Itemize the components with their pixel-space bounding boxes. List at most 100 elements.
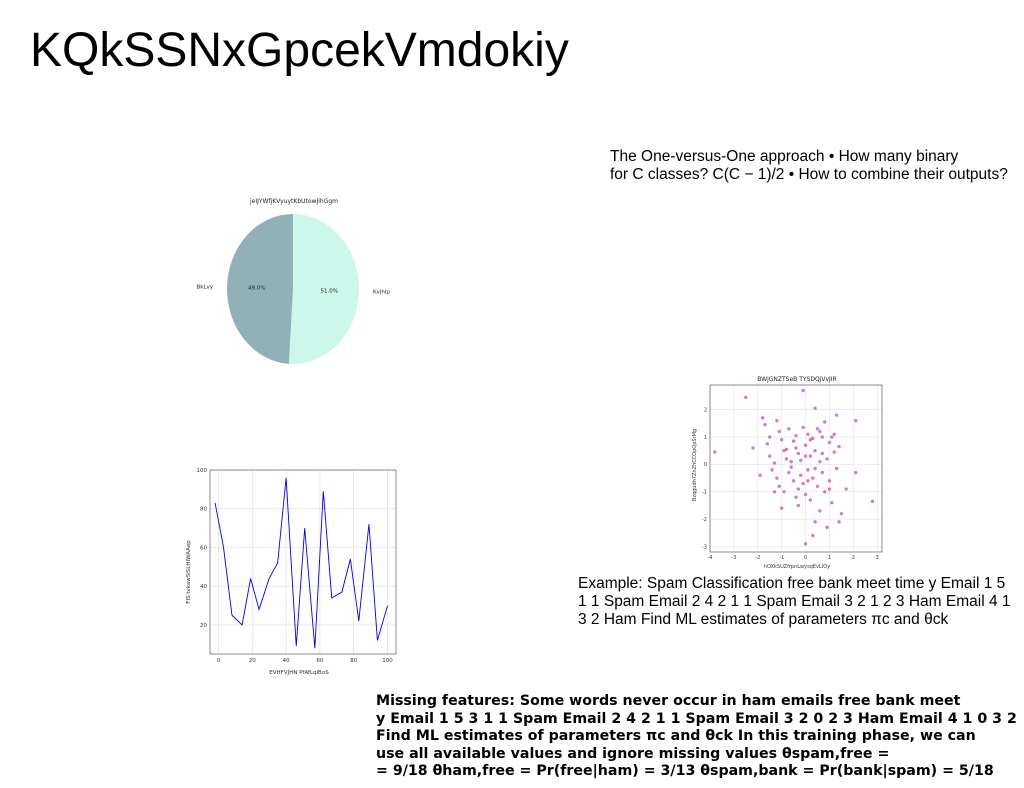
scatter-point [782,490,786,494]
scatter-point [818,509,822,513]
scatter-point [827,440,832,445]
x-tick-label: 1 [828,555,831,561]
text-line: The One-versus-One approach • How many b… [610,148,959,165]
pie-chart: jeIJYWfjKVyuytKbUtowJihGgm 51.0% Kvjhlp 49… [196,198,390,364]
scatter-point [870,499,875,504]
y-tick-label: -2 [702,517,707,523]
text-line: use all available values and ignore miss… [376,745,890,762]
scatter-point [834,413,839,417]
text-line: 3 2 Ham Find ML estimates of parameters … [578,611,949,628]
y-tick-label: 40 [200,584,207,590]
x-tick-label: 20 [249,658,256,664]
scatter-point [844,487,848,491]
scatter-chart: BWjGNZTSeB TYSDQjVvJIR -4 -3 -2 -1 0 1 2 3-3-2-… [692,376,883,570]
plot-frame [709,384,883,553]
text-block-missing-features: Missing features: Some words never occur… [376,693,1017,781]
scatter-point [796,487,801,491]
scatter-point [825,457,829,461]
x-tick-label: 3 [876,555,879,561]
x-tick-label: 2 [852,555,855,561]
x-tick-label: -2 [755,555,760,561]
scatter-point [813,449,817,453]
scatter-point [779,438,784,442]
scatter-point [806,479,810,483]
scatter-point [827,479,832,483]
scatter-point [796,503,801,508]
scatter-point [758,473,762,478]
pie-pct-label: 51.0% [321,288,338,294]
scatter-point [820,451,824,456]
scatter-y-label: Bzqgudh7ZhZhCCOpQpSrMg [692,429,698,501]
scatter-point [854,418,858,423]
text-line: Example: Spam Classification free bank m… [578,575,1006,592]
pie-slice-label: BkLvy [196,285,213,291]
pie-chart-title: jeIJYWfjKVyuytKbUtowJihGgm [249,198,338,205]
scatter-x-label: hOXkSUZfrpnLwysqEvLIOy [764,564,830,570]
text-line: Missing features: Some words never occur… [376,693,961,709]
scatter-point [787,470,791,475]
text-line: = 9/18 θham,free = Pr(free|ham) = 3/13 θ… [376,763,994,779]
scatter-point [806,432,810,436]
scatter-point [794,495,798,499]
scatter-point [779,506,784,510]
scatter-point [830,435,834,439]
scatter-point [854,470,858,475]
scatter-point [744,395,748,400]
x-tick-label: -3 [731,555,736,561]
scatter-point [820,470,824,475]
scatter-point [794,433,798,438]
y-tick-label: 100 [197,468,208,474]
scatter-point [815,427,820,431]
scatter-point [832,432,836,436]
x-tick-label: 100 [382,658,393,664]
scatter-point [799,458,803,462]
scatter-point [803,443,808,447]
scatter-point [775,476,779,480]
x-tick-label: 80 [350,658,357,664]
text-line: for C classes? C(C − 1)/2 • How to combi… [610,166,1008,183]
scatter-point [806,468,810,472]
x-tick-label: 60 [316,658,323,664]
scatter-point [839,511,844,516]
scatter-point [796,451,801,456]
scatter-point [751,446,755,450]
pie-slice [288,214,359,364]
scatter-point [818,429,822,434]
scatter-point [811,533,815,538]
scatter-point [837,444,841,449]
scatter-point [803,454,808,458]
y-tick-label: 60 [200,545,207,551]
scatter-point [777,484,781,488]
scatter-point [799,473,803,478]
scatter-point [768,454,772,458]
scatter-point [787,427,791,431]
scatter-point [808,438,813,442]
scatter-point [768,435,772,439]
scatter-point [813,520,817,524]
line-series [214,477,388,649]
x-tick-label: -1 [779,555,784,561]
scatter-point [801,481,805,486]
scatter-point [794,446,798,450]
scatter-point [808,454,813,458]
pie-slice-label: Kvjhlp [373,289,390,295]
text-block-one-vs-one: The One-versus-One approach • How many b… [610,148,1008,184]
scatter-point [837,520,841,524]
x-tick-label: 0 [804,555,807,561]
scatter-point [822,420,827,424]
scatter-point [760,416,765,420]
text-line: y Email 1 5 3 1 1 Spam Email 2 4 2 1 1 S… [376,710,1017,727]
scatter-point [834,466,839,471]
scatter-point [791,479,796,483]
scatter-point [830,501,834,505]
scatter-point [789,465,793,469]
text-line: 1 1 Spam Email 2 4 2 1 1 Spam Email 3 2 … [578,593,1011,610]
scatter-point [827,487,832,491]
scatter-point [777,429,781,434]
line-y-label: FIS tvkawSISLHIWAAep [186,540,192,604]
scatter-point [822,490,827,494]
y-tick-label: -3 [702,544,707,550]
pie-slice [226,214,293,364]
scatter-point [808,498,813,502]
scatter-point [801,388,805,393]
